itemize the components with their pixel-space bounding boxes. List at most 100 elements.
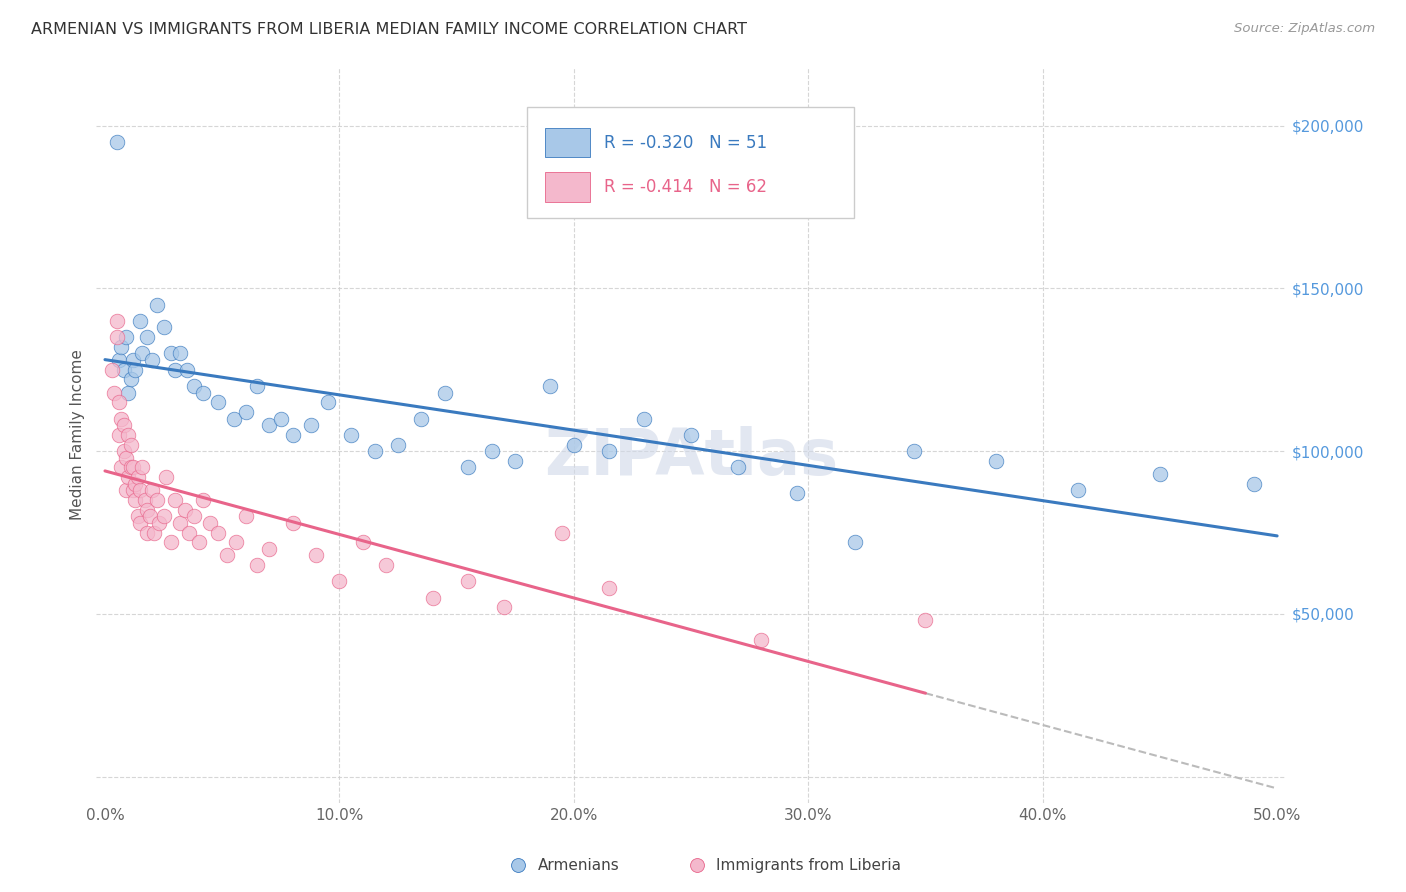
Point — [105, 330, 128, 344]
Point — [375, 558, 398, 573]
Point — [152, 320, 174, 334]
Point — [117, 470, 139, 484]
Y-axis label: Median Family Income: Median Family Income — [70, 350, 86, 520]
Point — [141, 353, 163, 368]
Point — [352, 535, 374, 549]
Point — [316, 395, 339, 409]
Point — [115, 483, 138, 498]
Point — [225, 535, 247, 549]
Point — [207, 525, 229, 540]
Point — [246, 379, 269, 393]
Point — [131, 346, 153, 360]
Point — [183, 379, 205, 393]
Point — [492, 600, 515, 615]
Point — [115, 330, 138, 344]
Point — [117, 428, 139, 442]
Text: Armenians: Armenians — [537, 858, 619, 873]
Point — [129, 516, 152, 530]
Point — [281, 428, 304, 442]
Point — [751, 632, 773, 647]
Point — [165, 362, 187, 376]
Point — [1067, 483, 1090, 498]
Point — [124, 362, 146, 376]
Point — [159, 535, 181, 549]
Point — [112, 418, 135, 433]
Point — [122, 460, 145, 475]
FancyBboxPatch shape — [527, 107, 855, 218]
Point — [457, 460, 479, 475]
Point — [200, 516, 222, 530]
Point — [105, 314, 128, 328]
Point — [340, 428, 363, 442]
Point — [222, 411, 245, 425]
Point — [110, 460, 132, 475]
Point — [538, 379, 561, 393]
Point — [127, 470, 149, 484]
Point — [148, 516, 170, 530]
Text: R = -0.320   N = 51: R = -0.320 N = 51 — [605, 134, 768, 152]
Point — [122, 483, 145, 498]
Point — [727, 460, 749, 475]
Text: Source: ZipAtlas.com: Source: ZipAtlas.com — [1234, 22, 1375, 36]
Point — [120, 437, 142, 451]
Point — [503, 454, 526, 468]
Text: ZIPAtlas: ZIPAtlas — [544, 425, 838, 488]
Text: R = -0.414   N = 62: R = -0.414 N = 62 — [605, 178, 768, 196]
Point — [122, 353, 145, 368]
Point — [433, 385, 456, 400]
Point — [155, 470, 177, 484]
Point — [138, 509, 160, 524]
Point — [387, 437, 409, 451]
Point — [129, 483, 152, 498]
Point — [169, 346, 191, 360]
Point — [1243, 476, 1265, 491]
Point — [159, 346, 181, 360]
Point — [281, 516, 304, 530]
Point — [145, 493, 167, 508]
Point — [108, 428, 131, 442]
Point — [305, 549, 328, 563]
Point — [169, 516, 191, 530]
Point — [120, 460, 142, 475]
Point — [562, 437, 585, 451]
Point — [112, 362, 135, 376]
Point — [193, 493, 215, 508]
Point — [187, 535, 209, 549]
FancyBboxPatch shape — [544, 172, 591, 202]
Point — [1149, 467, 1171, 481]
Point — [124, 476, 146, 491]
Point — [110, 411, 132, 425]
Point — [193, 385, 215, 400]
Point — [411, 411, 433, 425]
Point — [422, 591, 444, 605]
Point — [235, 405, 257, 419]
Point — [108, 353, 131, 368]
Point — [136, 502, 159, 516]
Text: ARMENIAN VS IMMIGRANTS FROM LIBERIA MEDIAN FAMILY INCOME CORRELATION CHART: ARMENIAN VS IMMIGRANTS FROM LIBERIA MEDI… — [31, 22, 747, 37]
Point — [257, 418, 280, 433]
Point — [457, 574, 479, 589]
Point — [165, 493, 187, 508]
Point — [598, 444, 620, 458]
Point — [633, 411, 655, 425]
Point — [257, 541, 280, 556]
Point — [112, 444, 135, 458]
Point — [108, 395, 131, 409]
Point — [115, 450, 138, 465]
Point — [101, 362, 124, 376]
FancyBboxPatch shape — [544, 128, 591, 157]
Point — [681, 428, 703, 442]
Point — [120, 372, 142, 386]
Point — [131, 460, 153, 475]
Point — [207, 395, 229, 409]
Point — [173, 502, 195, 516]
Point — [110, 340, 132, 354]
Point — [117, 385, 139, 400]
Point — [124, 493, 146, 508]
Point — [914, 614, 936, 628]
Point — [179, 525, 201, 540]
Point — [129, 314, 152, 328]
Point — [152, 509, 174, 524]
Point — [103, 385, 125, 400]
Point — [127, 509, 149, 524]
